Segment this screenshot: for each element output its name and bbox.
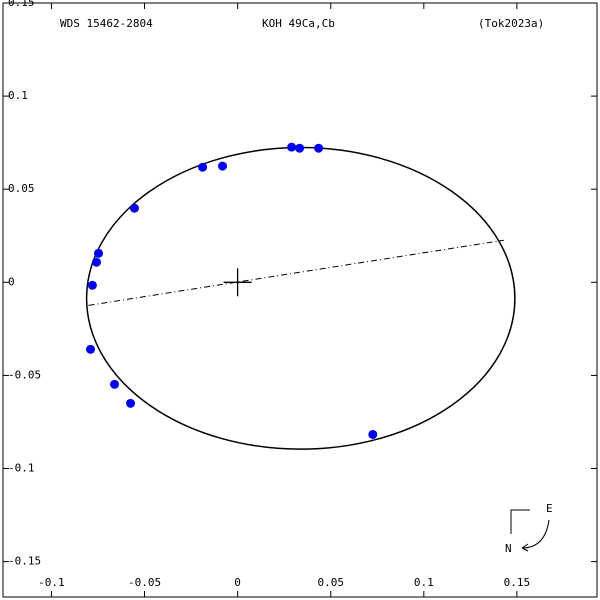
y-tick-label: -0.05	[8, 368, 41, 381]
observation-point	[314, 143, 324, 153]
observation-point	[287, 142, 297, 152]
observation-point	[86, 344, 96, 354]
compass-axes	[510, 509, 530, 534]
x-tick-label: -0.1	[38, 576, 65, 589]
observation-point	[87, 280, 97, 290]
chart-title: (Tok2023a)	[478, 17, 544, 30]
x-tick-label: 0	[234, 576, 241, 589]
x-tick-label: -0.05	[128, 576, 161, 589]
y-tick-label: -0.1	[8, 462, 35, 475]
y-tick-label: 0	[8, 275, 15, 288]
compass-north: N	[505, 542, 512, 555]
y-tick-label: 0.15	[8, 0, 35, 9]
compass-east: E	[546, 502, 553, 515]
y-tick-label: -0.15	[8, 555, 41, 568]
y-tick-label: 0.1	[8, 89, 28, 102]
line-of-nodes	[88, 239, 504, 306]
chart-title: KOH 49Ca,Cb	[262, 17, 335, 30]
x-tick-label: 0.05	[317, 576, 344, 589]
observation-point	[110, 379, 120, 389]
compass-arrow	[521, 519, 550, 549]
compass-arrowhead	[521, 543, 529, 552]
chart-title: WDS 15462-2804	[60, 17, 153, 30]
x-tick-label: 0.15	[504, 576, 531, 589]
observation-point	[94, 248, 104, 258]
observation-point	[126, 398, 136, 408]
observation-point	[198, 162, 208, 172]
observation-point	[368, 429, 378, 439]
primary-star	[223, 268, 252, 297]
observation-point	[129, 203, 139, 213]
observation-point	[295, 143, 305, 153]
x-tick-label: 0.1	[414, 576, 434, 589]
y-tick-label: 0.05	[8, 182, 35, 195]
observation-point	[91, 257, 101, 267]
orbit	[85, 146, 516, 450]
observation-point	[218, 161, 228, 171]
